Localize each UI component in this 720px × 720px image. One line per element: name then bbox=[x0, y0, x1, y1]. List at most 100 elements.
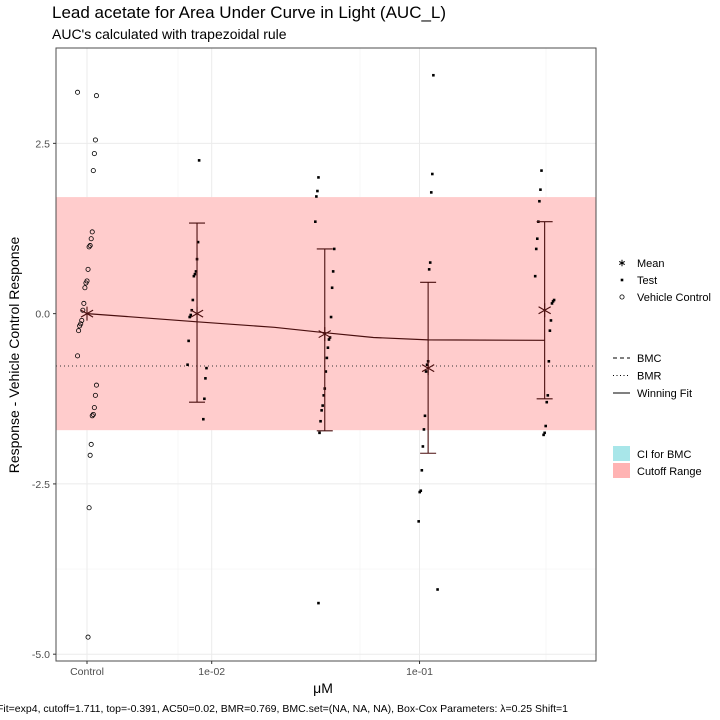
point-vehicle-control bbox=[85, 634, 91, 640]
point-test bbox=[540, 169, 543, 172]
point-test bbox=[431, 172, 434, 176]
point-vehicle-control bbox=[86, 244, 92, 250]
point-test bbox=[548, 329, 552, 332]
point-vehicle-control bbox=[90, 411, 96, 417]
point-vehicle-control bbox=[87, 452, 93, 458]
point-test bbox=[325, 356, 329, 360]
point-vehicle-control bbox=[91, 405, 97, 411]
legend-key-mean bbox=[618, 259, 626, 267]
point-test bbox=[424, 370, 428, 373]
point-test bbox=[550, 302, 554, 305]
legend-label: Mean bbox=[637, 258, 665, 270]
mean-marker-stroke bbox=[421, 364, 435, 373]
y-tick-label: -5.0 bbox=[32, 649, 50, 661]
mean-marker bbox=[421, 361, 435, 376]
point-vehicle-control bbox=[93, 93, 99, 99]
point-test bbox=[428, 261, 432, 264]
point-vehicle-control bbox=[90, 168, 96, 174]
point-test bbox=[551, 300, 555, 303]
point-test bbox=[321, 404, 324, 407]
point-test bbox=[315, 195, 318, 198]
point-test bbox=[186, 363, 189, 367]
point-test bbox=[196, 240, 200, 244]
legend-label: Winning Fit bbox=[637, 388, 692, 400]
legend-label: BMR bbox=[637, 371, 662, 383]
point-test bbox=[189, 313, 193, 317]
point-vehicle-control bbox=[83, 280, 89, 286]
mean-marker-stroke bbox=[318, 330, 332, 339]
point-test bbox=[187, 339, 190, 343]
legend-key-stroke bbox=[618, 260, 626, 266]
data-points bbox=[75, 73, 556, 640]
point-test bbox=[543, 431, 546, 435]
legend-key-fill bbox=[613, 463, 630, 478]
point-test bbox=[327, 338, 331, 341]
legend-label: Cutoff Range bbox=[637, 466, 702, 478]
legend-label: Test bbox=[637, 275, 657, 287]
y-tick-label: 2.5 bbox=[35, 138, 50, 150]
point-vehicle-control bbox=[86, 505, 92, 511]
mean-marker bbox=[80, 306, 94, 321]
y-axis-ticks: 2.5 0.0 -2.5 -5.0 bbox=[32, 138, 56, 661]
mean-marker bbox=[190, 306, 204, 321]
point-vehicle-control bbox=[80, 307, 86, 313]
cutoff-range-band bbox=[56, 197, 596, 431]
point-test bbox=[547, 360, 551, 363]
point-test bbox=[422, 428, 426, 431]
legend-key-fill bbox=[613, 446, 630, 461]
point-test bbox=[318, 431, 321, 435]
point-vehicle-control bbox=[76, 328, 82, 334]
point-test bbox=[194, 270, 198, 273]
point-test bbox=[552, 298, 556, 302]
point-vehicle-control bbox=[82, 285, 88, 291]
mean-marker-stroke bbox=[538, 306, 551, 315]
point-vehicle-control bbox=[81, 300, 87, 306]
point-test bbox=[425, 363, 429, 367]
legend: Mean Test Vehicle Control BMC BMR Winning Fit… bbox=[613, 258, 711, 478]
panel-border bbox=[55, 47, 597, 662]
point-vehicle-control bbox=[89, 413, 95, 419]
point-vehicle-control bbox=[92, 392, 98, 398]
point-test bbox=[191, 298, 195, 302]
legend-label: CI for BMC bbox=[637, 449, 691, 461]
point-test bbox=[436, 588, 439, 591]
chart-caption: Fit=exp4, cutoff=1.711, top=-0.391, AC50… bbox=[0, 703, 568, 715]
point-test bbox=[322, 394, 326, 397]
point-test bbox=[546, 394, 550, 397]
point-test bbox=[427, 268, 431, 271]
point-test bbox=[419, 489, 423, 493]
point-test bbox=[320, 409, 323, 412]
point-test bbox=[534, 247, 538, 251]
point-vehicle-control bbox=[93, 382, 99, 388]
point-test bbox=[544, 424, 547, 428]
point-test bbox=[326, 346, 330, 349]
point-test bbox=[204, 377, 207, 380]
legend-label: Vehicle Control bbox=[637, 292, 711, 304]
x-tick-label: Control bbox=[70, 666, 104, 678]
point-vehicle-control bbox=[88, 441, 94, 447]
legend-key-test bbox=[620, 278, 624, 282]
point-test bbox=[317, 601, 320, 605]
point-vehicle-control bbox=[75, 353, 81, 359]
point-test bbox=[421, 445, 425, 448]
point-vehicle-control bbox=[88, 236, 94, 242]
point-test bbox=[545, 400, 549, 404]
point-test bbox=[332, 247, 336, 251]
point-test bbox=[533, 274, 537, 278]
point-test bbox=[417, 520, 420, 523]
x-tick-label: 1e-01 bbox=[406, 666, 433, 678]
legend-key-vehicle-control bbox=[619, 294, 625, 300]
point-test bbox=[192, 274, 196, 278]
point-test bbox=[330, 286, 334, 290]
point-vehicle-control bbox=[75, 89, 81, 95]
x-axis-title: μM bbox=[313, 680, 333, 696]
mean-marker-stroke bbox=[190, 309, 204, 318]
point-test bbox=[317, 176, 320, 179]
point-test bbox=[420, 468, 424, 472]
point-test bbox=[314, 220, 317, 223]
point-test bbox=[432, 73, 435, 77]
mean-markers bbox=[80, 303, 551, 376]
plot-panel bbox=[55, 47, 597, 662]
legend-label: BMC bbox=[637, 353, 662, 365]
